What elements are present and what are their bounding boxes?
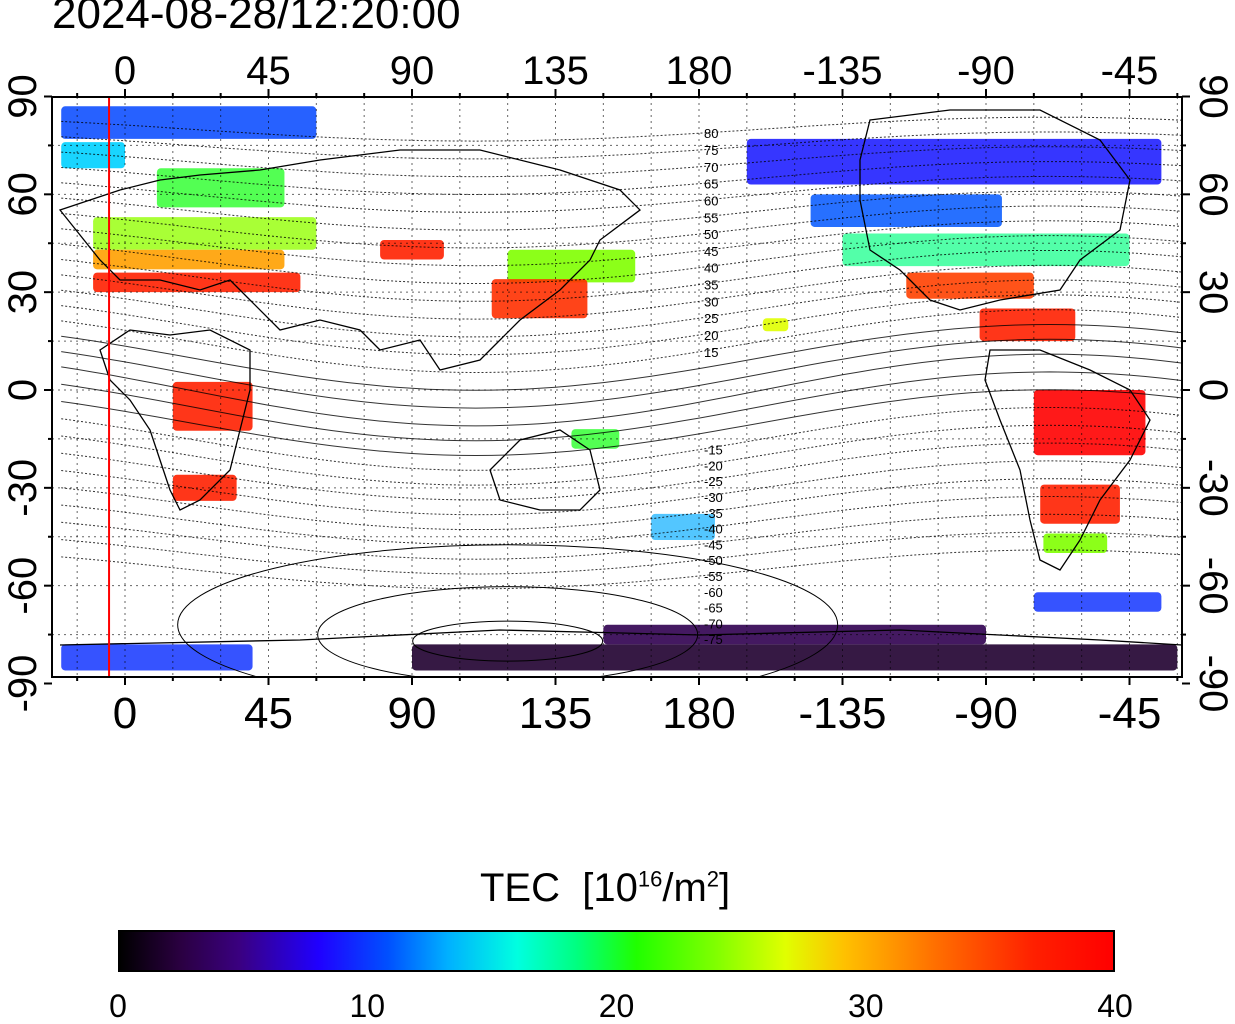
colorbar-tick-label: 10 [349, 988, 386, 1024]
lat-label-left: -30 [1, 459, 45, 517]
contour-label: -35 [704, 506, 723, 521]
lon-label-bottom: -135 [798, 689, 886, 738]
contour-label: 55 [704, 210, 718, 225]
lat-label-left: 0 [1, 379, 45, 401]
contour-label: 25 [704, 311, 718, 326]
lon-label-top: -90 [957, 49, 1015, 93]
contour-label: -55 [704, 569, 723, 584]
lat-label-left: 60 [1, 172, 45, 217]
lat-label-right: -30 [1191, 459, 1235, 517]
contour-label: -15 [704, 443, 723, 458]
colorbar-unit-per: /m [662, 866, 707, 910]
colorbar-unit-base: 10 [593, 866, 638, 910]
lat-label-right: 30 [1191, 270, 1235, 315]
lon-labels-top: 0 45 90 135 180 -135 -90 -45 [114, 49, 1159, 93]
coastlines [58, 109, 1182, 646]
lon-label-top: 45 [246, 49, 291, 93]
contour-label: -65 [704, 601, 723, 616]
lon-label-bottom: 135 [519, 689, 592, 738]
contour-label: -70 [704, 616, 723, 631]
contour-label: -50 [704, 553, 723, 568]
colorbar-tick-label: 30 [847, 988, 884, 1024]
timestamp-title: 2024-08-28/12:20:00 [52, 0, 461, 38]
lat-labels-right: 90 60 30 0 -30 -60 -90 [1191, 74, 1235, 712]
magnetic-latitude-contours [61, 116, 1182, 677]
lon-label-top: 0 [114, 49, 136, 93]
lat-label-right: 90 [1191, 74, 1235, 119]
contour-label: 35 [704, 278, 718, 293]
lat-labels-left: 90 60 30 0 -30 -60 -90 [1, 74, 45, 712]
colorbar-tick-label: 20 [598, 988, 635, 1024]
contour-label: 15 [704, 345, 718, 360]
contour-label: 30 [704, 294, 718, 309]
lat-label-left: 90 [1, 74, 45, 119]
contour-label: 70 [704, 160, 718, 175]
colorbar-title: TEC [1016/m2] [480, 866, 731, 910]
contour-label: 45 [704, 244, 718, 259]
contour-label: -75 [704, 632, 723, 647]
axis-ticks [44, 89, 1190, 685]
lat-label-left: -90 [1, 655, 45, 713]
lon-label-top: -135 [802, 49, 882, 93]
contour-label: -45 [704, 537, 723, 552]
contour-label: -30 [704, 490, 723, 505]
lat-label-right: -90 [1191, 655, 1235, 713]
contour-label: -60 [704, 585, 723, 600]
lon-label-top: 180 [666, 49, 733, 93]
lon-label-bottom: -90 [954, 689, 1018, 738]
lon-label-bottom: 180 [662, 689, 735, 738]
lon-label-bottom: -45 [1098, 689, 1162, 738]
lat-label-left: -60 [1, 557, 45, 615]
lon-labels-bottom: 0 45 90 135 180 -135 -90 -45 [113, 689, 1162, 738]
contour-label: 75 [704, 143, 718, 158]
tec-data-patches [61, 106, 1178, 671]
lon-label-bottom: 90 [388, 689, 437, 738]
colorbar-title-text: TEC [480, 866, 560, 910]
lon-label-top: -45 [1101, 49, 1159, 93]
contour-label: -25 [704, 474, 723, 489]
lon-label-bottom: 0 [113, 689, 137, 738]
lat-label-right: 60 [1191, 172, 1235, 217]
lon-label-bottom: 45 [244, 689, 293, 738]
lon-label-top: 90 [390, 49, 435, 93]
lat-label-left: 30 [1, 270, 45, 315]
lat-label-right: -60 [1191, 557, 1235, 615]
colorbar-unit-exp2: 2 [706, 866, 720, 892]
lon-label-top: 135 [522, 49, 589, 93]
contour-label: 65 [704, 177, 718, 192]
contour-label: 60 [704, 193, 718, 208]
colorbar-tick-label: 40 [1097, 988, 1133, 1024]
map-frame [51, 96, 1183, 678]
colorbar [118, 930, 1115, 972]
lat-label-right: 0 [1191, 379, 1235, 401]
contour-label: 40 [704, 261, 718, 276]
colorbar-tick-label: 0 [109, 988, 127, 1024]
contour-label: 20 [704, 328, 718, 343]
contour-label: 50 [704, 227, 718, 242]
colorbar-unit-exp: 16 [637, 866, 663, 892]
contour-label: -40 [704, 522, 723, 537]
contour-label: -20 [704, 458, 723, 473]
contour-label: 80 [704, 126, 718, 141]
